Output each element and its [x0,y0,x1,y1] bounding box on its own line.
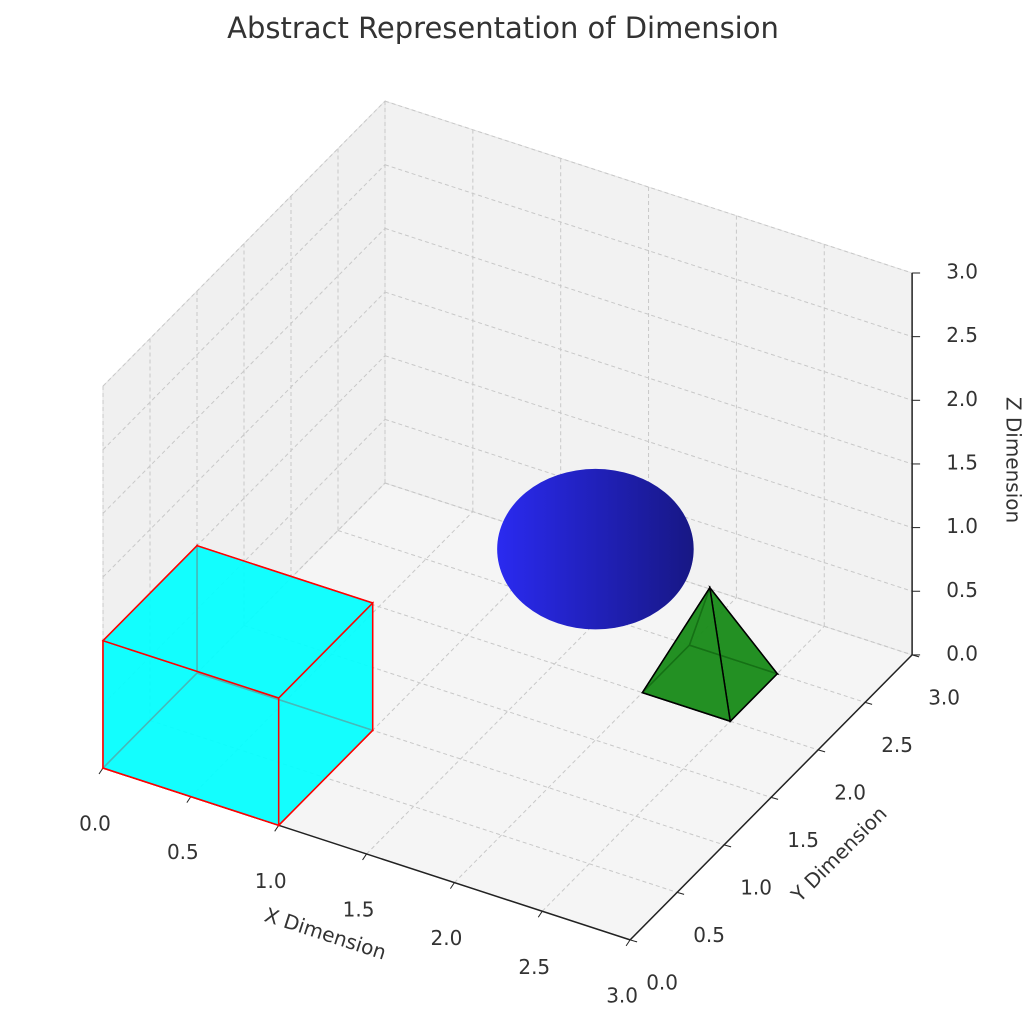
y-tick-label: 3.0 [928,685,960,709]
z-tick-label: 0.5 [946,578,978,602]
tick-mark [362,853,367,861]
z-tick-label: 2.5 [946,323,978,347]
grid-line [384,482,913,656]
tick-mark [186,796,192,803]
grid-line [102,164,386,451]
z-tick-label: 2.0 [946,387,978,411]
z-tick-label: 1.5 [946,450,978,474]
y-tick-label: 0.5 [693,923,725,947]
z-axis-label: Z Dimension [1002,397,1024,523]
tick-mark [537,910,543,918]
x-tick-label: 2.5 [518,955,550,979]
grid-line [454,597,737,883]
grid-line [384,418,913,592]
z-tick-label: 0.0 [946,641,978,665]
grid-line [366,568,649,855]
pyramid-face [641,585,732,723]
grid-line [384,355,913,529]
grid-line [102,291,386,578]
x-tick-label: 3.0 [606,983,638,1007]
tick-mark [770,796,779,800]
y-tick-label: 2.5 [881,733,913,757]
chart-title: Abstract Representation of Dimension [227,11,779,45]
cube-face [101,544,375,699]
y-tick-label: 0.0 [646,970,678,994]
grid-line [102,228,386,514]
x-tick-label: 0.0 [79,812,111,836]
x-tick-label: 0.5 [167,840,199,864]
grid-line [384,291,913,465]
tick-mark [723,844,732,848]
y-axis-label: Y Dimension [786,801,892,907]
x-tick-label: 1.0 [255,869,287,893]
x-tick-label: 2.0 [430,926,462,950]
tick-mark [449,882,455,889]
tick-mark [625,939,631,947]
tick-mark [864,701,873,705]
grid-line [384,164,913,338]
tick-mark [676,891,685,895]
y-tick-label: 1.5 [787,828,819,852]
z-tick-label: 3.0 [946,260,978,284]
tick-mark [817,749,826,753]
tick-mark [629,939,638,943]
y-tick-label: 2.0 [834,780,866,804]
sphere-shade [497,468,694,630]
x-tick-label: 1.5 [343,897,375,921]
z-tick-label: 1.0 [946,514,978,538]
grid-line [102,100,386,387]
y-tick-label: 1.0 [740,875,772,899]
grid-line [384,100,913,274]
grid-line [384,227,913,401]
